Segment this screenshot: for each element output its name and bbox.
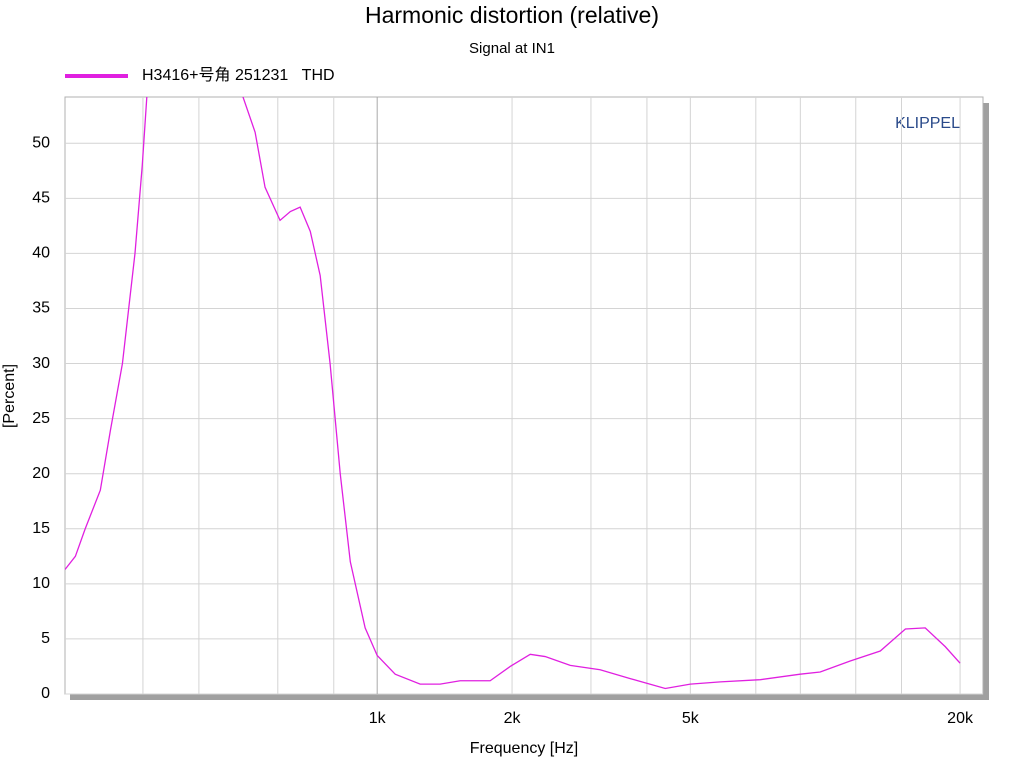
frame-shadow (983, 103, 989, 700)
grid (65, 97, 983, 695)
y-tick-label: 35 (32, 300, 50, 317)
y-tick-label: 40 (32, 245, 50, 262)
y-tick-label: 10 (32, 575, 50, 592)
y-tick-label: 50 (32, 134, 50, 151)
y-axis-label: [Percent] (1, 364, 18, 428)
chart-subtitle: Signal at IN1 (469, 40, 555, 57)
y-tick-label: 15 (32, 520, 50, 537)
y-tick-label: 0 (41, 685, 50, 702)
x-tick-label: 1k (369, 710, 387, 727)
x-tick-label: 2k (504, 710, 522, 727)
lines (65, 97, 961, 690)
data-line (65, 97, 961, 690)
legend-label: H3416+号角 251231 THD (142, 66, 335, 84)
x-tick-label: 5k (682, 710, 700, 727)
frame-shadow (70, 694, 989, 700)
y-tick-label: 20 (32, 465, 50, 482)
x-axis-label: Frequency [Hz] (470, 740, 578, 757)
y-tick-label: 25 (32, 410, 50, 427)
annotation: KLIPPEL (895, 115, 960, 132)
y-tick-label: 5 (41, 630, 50, 647)
chart-title: Harmonic distortion (relative) (365, 2, 659, 28)
y-tick-label: 30 (32, 355, 50, 372)
y-tick-label: 45 (32, 190, 50, 207)
x-tick-label: 20k (947, 710, 974, 727)
plot-area (64, 96, 984, 695)
